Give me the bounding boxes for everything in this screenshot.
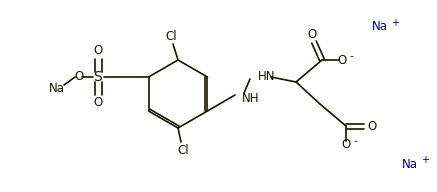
Text: O: O (74, 70, 83, 84)
Text: Cl: Cl (165, 30, 177, 42)
Text: +: + (391, 18, 399, 28)
Text: Na: Na (49, 83, 65, 95)
Text: Na: Na (402, 157, 418, 170)
Text: O: O (368, 119, 377, 132)
Text: -: - (349, 51, 353, 61)
Text: +: + (421, 155, 429, 165)
Text: Cl: Cl (177, 143, 189, 156)
Text: Na: Na (372, 21, 388, 33)
Text: O: O (307, 27, 317, 41)
Text: O: O (94, 45, 103, 57)
Text: O: O (341, 137, 350, 151)
Text: NH: NH (242, 93, 260, 105)
Text: -: - (353, 136, 357, 146)
Text: O: O (337, 54, 347, 66)
Text: HN: HN (258, 70, 275, 84)
Text: S: S (94, 70, 102, 84)
Text: O: O (94, 97, 103, 109)
